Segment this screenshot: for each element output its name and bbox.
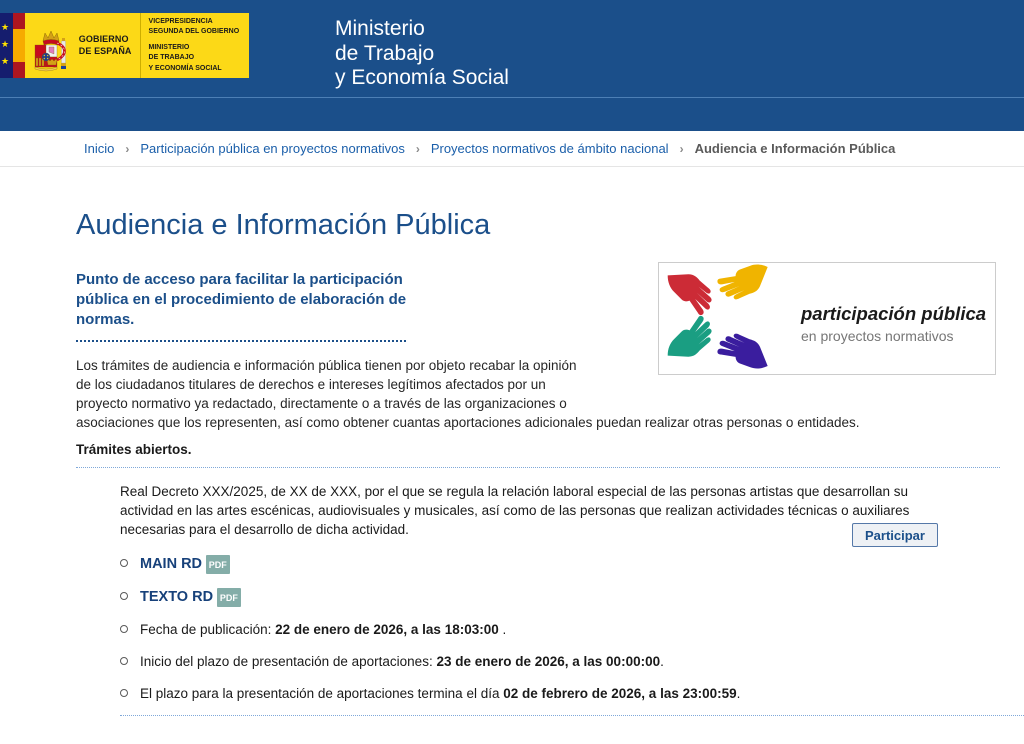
svg-text:en proyectos normativos: en proyectos normativos <box>801 328 954 344</box>
svg-text:participación pública: participación pública <box>800 303 986 324</box>
